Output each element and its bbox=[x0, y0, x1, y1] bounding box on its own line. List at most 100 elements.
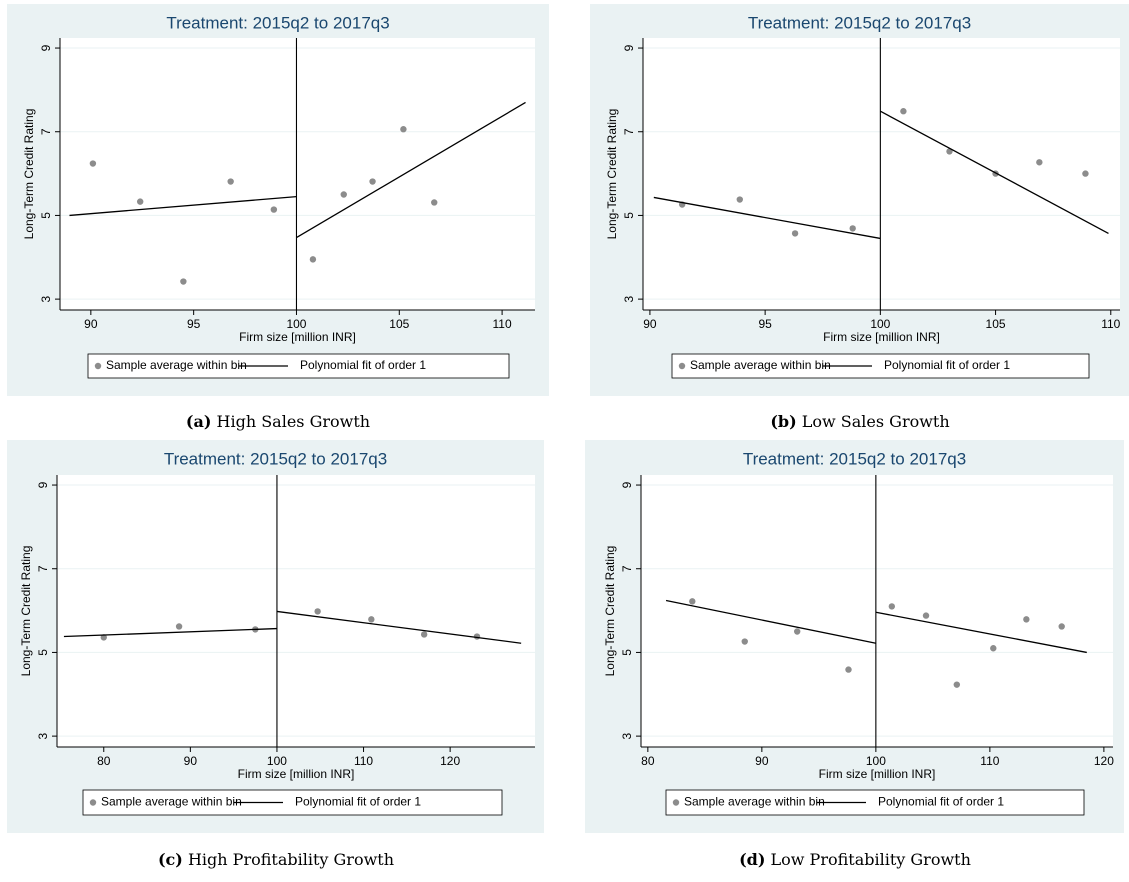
y-tick-label: 7 bbox=[622, 128, 636, 135]
caption-label: (c) bbox=[158, 850, 183, 869]
fit-line bbox=[63, 627, 277, 638]
caption-label: (d) bbox=[739, 850, 765, 869]
y-tick-label: 5 bbox=[622, 212, 636, 219]
legend-marker bbox=[678, 362, 686, 370]
data-point bbox=[431, 199, 438, 206]
legend-box bbox=[665, 789, 1085, 816]
data-point bbox=[369, 178, 376, 185]
legend-text: Polynomial fit of order 1 bbox=[295, 795, 421, 809]
y-axis-title: Long-Term Credit Rating bbox=[19, 546, 33, 677]
legend-box bbox=[82, 789, 503, 816]
y-tick-label: 7 bbox=[620, 565, 634, 572]
data-point bbox=[922, 612, 930, 619]
data-point bbox=[175, 623, 183, 630]
fit-line bbox=[296, 101, 526, 239]
y-tick-label: 3 bbox=[39, 295, 53, 302]
data-point bbox=[89, 160, 97, 167]
y-axis-title: Long-Term Credit Rating bbox=[22, 109, 36, 240]
panel-caption: (a) High Sales Growth bbox=[186, 412, 370, 431]
x-tick-label: 95 bbox=[758, 317, 772, 331]
x-tick-label: 80 bbox=[97, 754, 111, 768]
y-tick-label: 5 bbox=[620, 649, 634, 656]
x-tick-label: 100 bbox=[267, 754, 287, 768]
caption-text: Low Profitability Growth bbox=[771, 850, 971, 869]
caption-label: (a) bbox=[186, 412, 212, 431]
x-tick-label: 90 bbox=[755, 754, 769, 768]
legend-text: Polynomial fit of order 1 bbox=[884, 358, 1010, 372]
legend-text: Sample average within bin bbox=[690, 358, 831, 372]
x-tick-label: 90 bbox=[643, 317, 657, 331]
x-tick-label: 90 bbox=[84, 317, 98, 331]
data-point bbox=[689, 598, 696, 605]
data-point bbox=[793, 628, 801, 635]
x-tick-label: 110 bbox=[1101, 317, 1120, 331]
x-tick-label: 120 bbox=[1094, 754, 1114, 768]
chart-title: Treatment: 2015q2 to 2017q3 bbox=[748, 13, 971, 32]
legend-text: Sample average within bin bbox=[101, 795, 242, 809]
data-point bbox=[420, 631, 428, 638]
legend-text: Sample average within bin bbox=[684, 795, 825, 809]
data-point bbox=[849, 225, 856, 232]
fit-line bbox=[665, 599, 876, 644]
data-point bbox=[888, 603, 896, 610]
y-tick-label: 9 bbox=[622, 44, 636, 51]
chart-title: Treatment: 2015q2 to 2017q3 bbox=[743, 449, 966, 468]
legend-marker bbox=[89, 799, 97, 806]
legend-box bbox=[87, 353, 510, 379]
plot-area bbox=[57, 475, 535, 747]
y-tick-label: 7 bbox=[39, 128, 53, 135]
y-tick-label: 9 bbox=[620, 481, 634, 488]
data-point bbox=[314, 608, 321, 615]
x-axis-title: Firm size [million INR] bbox=[819, 767, 936, 781]
y-tick-label: 7 bbox=[36, 565, 50, 572]
x-axis-title: Firm size [million INR] bbox=[823, 330, 940, 344]
fit-line bbox=[276, 610, 522, 644]
data-point bbox=[1082, 170, 1089, 177]
plot-area bbox=[60, 38, 535, 310]
y-tick-label: 9 bbox=[39, 44, 53, 51]
y-tick-label: 5 bbox=[39, 212, 53, 219]
caption-text: Low Sales Growth bbox=[802, 412, 950, 431]
chart-title: Treatment: 2015q2 to 2017q3 bbox=[164, 449, 387, 468]
y-axis-title: Long-Term Credit Rating bbox=[605, 109, 619, 240]
legend-text: Polynomial fit of order 1 bbox=[878, 795, 1004, 809]
chart-title: Treatment: 2015q2 to 2017q3 bbox=[166, 13, 389, 32]
x-tick-label: 95 bbox=[187, 317, 201, 331]
y-tick-label: 3 bbox=[622, 295, 636, 302]
x-tick-label: 105 bbox=[389, 317, 409, 331]
y-tick-label: 3 bbox=[36, 732, 50, 739]
caption-label: (b) bbox=[770, 412, 796, 431]
y-tick-label: 3 bbox=[620, 732, 634, 739]
panel-caption: (b) Low Sales Growth bbox=[770, 412, 949, 431]
data-point bbox=[990, 645, 997, 652]
data-point bbox=[227, 178, 234, 185]
fit-line bbox=[880, 110, 1109, 234]
legend-text: Polynomial fit of order 1 bbox=[300, 358, 426, 372]
caption-text: High Sales Growth bbox=[217, 412, 371, 431]
caption-text: High Profitability Growth bbox=[188, 850, 394, 869]
plot-area bbox=[643, 38, 1120, 310]
y-tick-label: 5 bbox=[36, 649, 50, 656]
data-point bbox=[1058, 623, 1065, 630]
fit-line bbox=[875, 611, 1087, 654]
data-point bbox=[136, 198, 144, 205]
x-tick-label: 110 bbox=[493, 317, 512, 331]
data-point bbox=[180, 278, 187, 285]
panel-caption: (d) Low Profitability Growth bbox=[739, 850, 971, 869]
data-point bbox=[400, 126, 407, 133]
x-tick-label: 100 bbox=[286, 317, 306, 331]
data-point bbox=[953, 681, 961, 688]
y-axis-title: Long-Term Credit Rating bbox=[603, 546, 617, 677]
panel-caption: (c) High Profitability Growth bbox=[158, 850, 394, 869]
x-axis-title: Firm size [million INR] bbox=[238, 767, 355, 781]
fit-line bbox=[69, 195, 297, 217]
x-tick-label: 105 bbox=[986, 317, 1006, 331]
x-axis-title: Firm size [million INR] bbox=[239, 330, 356, 344]
data-point bbox=[900, 108, 907, 115]
x-tick-label: 90 bbox=[184, 754, 198, 768]
x-tick-label: 120 bbox=[440, 754, 460, 768]
plot-area bbox=[641, 475, 1113, 747]
data-point bbox=[368, 616, 375, 623]
legend-box bbox=[671, 353, 1090, 379]
